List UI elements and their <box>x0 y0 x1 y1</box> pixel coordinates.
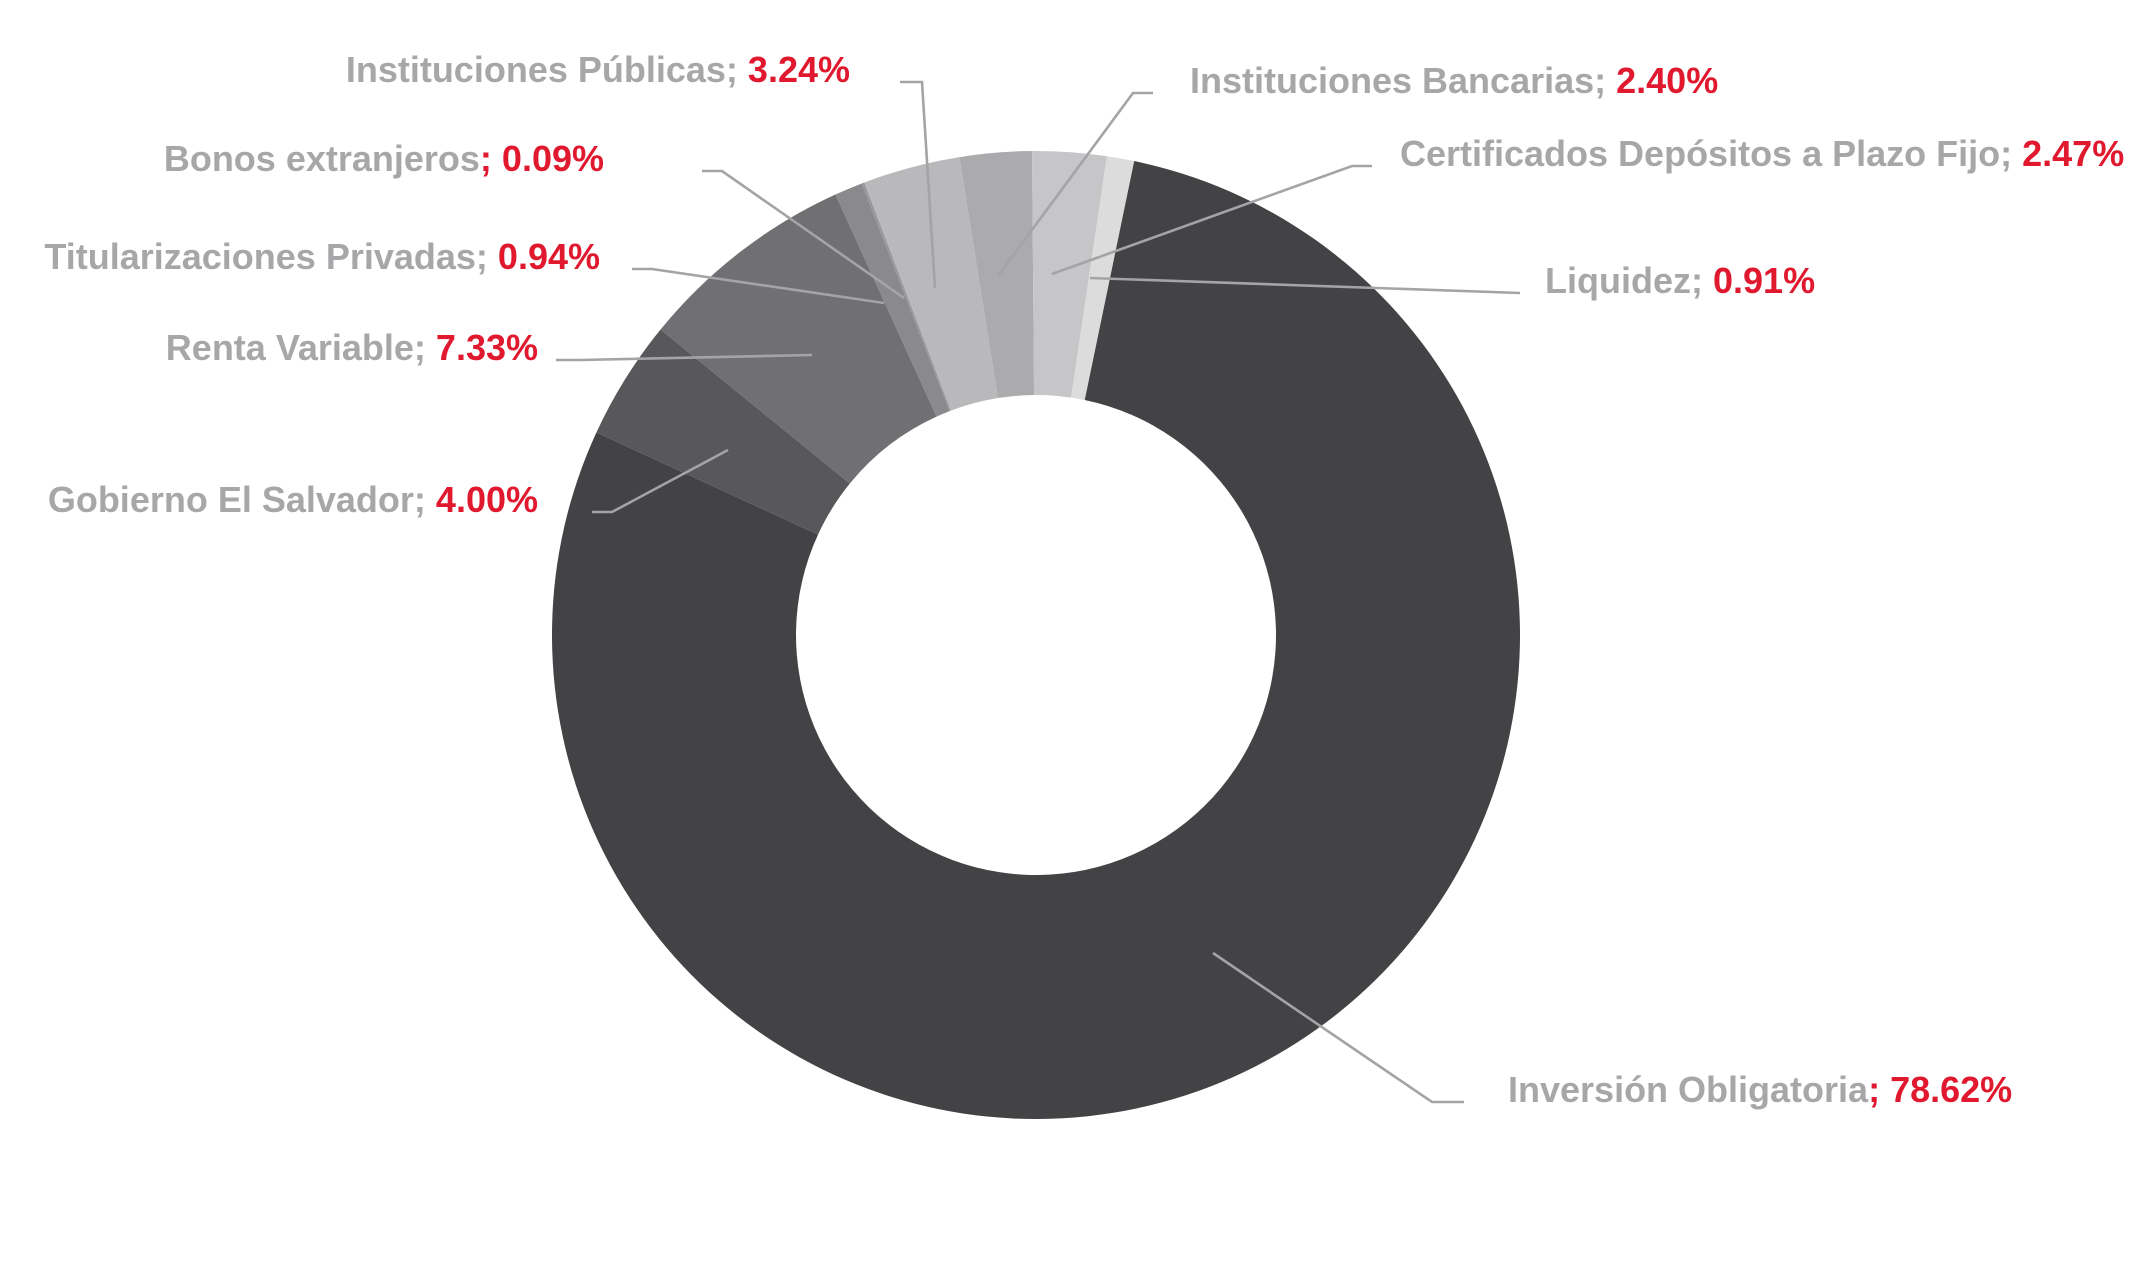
leader-line-instituciones-publicas <box>900 80 937 289</box>
leader-line-instituciones-bancarias <box>996 91 1153 277</box>
label-sep-liquidez: ; <box>1691 260 1713 301</box>
label-value-titularizaciones-privadas: 0.94% <box>498 236 600 277</box>
label-value-renta-variable: 7.33% <box>436 327 538 368</box>
slice-titularizaciones-privadas <box>835 183 950 417</box>
slice-renta-variable <box>660 194 937 484</box>
label-value-instituciones-publicas: 3.24% <box>748 49 850 90</box>
label-renta-variable: Renta Variable; 7.33% <box>166 327 538 368</box>
label-name-titularizaciones-privadas: Titularizaciones Privadas <box>44 236 476 277</box>
label-sep-bonos-extranjeros: ; <box>480 138 502 179</box>
label-titularizaciones-privadas: Titularizaciones Privadas; 0.94% <box>44 236 600 277</box>
leader-line-liquidez <box>1089 276 1521 295</box>
label-bonos-extranjeros: Bonos extranjeros; 0.09% <box>164 138 604 179</box>
label-instituciones-publicas: Instituciones Públicas; 3.24% <box>346 49 850 90</box>
donut-slices <box>551 151 1520 1119</box>
leader-line-bonos-extranjeros <box>702 169 905 300</box>
label-name-instituciones-bancarias: Instituciones Bancarias <box>1190 60 1594 101</box>
label-value-certificados-depositos: 2.47% <box>2022 133 2124 174</box>
label-value-instituciones-bancarias: 2.40% <box>1616 60 1718 101</box>
label-name-liquidez: Liquidez <box>1545 260 1691 301</box>
label-name-instituciones-publicas: Instituciones Públicas <box>346 49 726 90</box>
label-gobierno-el-salvador: Gobierno El Salvador; 4.00% <box>48 479 538 520</box>
label-name-gobierno-el-salvador: Gobierno El Salvador <box>48 479 414 520</box>
slice-bonos-extranjeros <box>861 182 951 412</box>
label-certificados-depositos: Certificados Depósitos a Plazo Fijo; 2.4… <box>1400 133 2124 174</box>
leader-line-renta-variable <box>556 353 813 362</box>
label-name-renta-variable: Renta Variable <box>166 327 414 368</box>
label-sep-inversion-obligatoria: ; <box>1868 1069 1890 1110</box>
label-name-bonos-extranjeros: Bonos extranjeros <box>164 138 480 179</box>
label-sep-instituciones-publicas: ; <box>726 49 748 90</box>
slice-gobierno-el-salvador <box>596 329 850 535</box>
label-value-inversion-obligatoria: 78.62% <box>1890 1069 2012 1110</box>
slice-instituciones-bancarias <box>959 151 1035 399</box>
slice-labels: Inversión Obligatoria; 78.62% Gobierno El… <box>44 49 2124 1110</box>
label-sep-titularizaciones-privadas: ; <box>476 236 498 277</box>
label-instituciones-bancarias: Instituciones Bancarias; 2.40% <box>1190 60 1718 101</box>
label-liquidez: Liquidez; 0.91% <box>1545 260 1815 301</box>
leader-line-titularizaciones-privadas <box>632 267 885 305</box>
label-sep-gobierno-el-salvador: ; <box>414 479 436 520</box>
slice-certificados-depositos <box>1032 151 1107 398</box>
leader-line-gobierno-el-salvador <box>592 448 729 514</box>
label-name-certificados-depositos: Certificados Depósitos a Plazo Fijo <box>1400 133 2000 174</box>
leader-line-inversion-obligatoria <box>1212 951 1464 1104</box>
slice-inversion-obligatoria <box>551 161 1520 1119</box>
leader-lines <box>556 80 1521 1104</box>
leader-line-certificados-depositos <box>1051 164 1372 276</box>
label-sep-instituciones-bancarias: ; <box>1594 60 1616 101</box>
label-sep-renta-variable: ; <box>414 327 436 368</box>
label-value-gobierno-el-salvador: 4.00% <box>436 479 538 520</box>
label-value-bonos-extranjeros: 0.09% <box>502 138 604 179</box>
slice-instituciones-publicas <box>864 157 999 411</box>
label-inversion-obligatoria: Inversión Obligatoria; 78.62% <box>1508 1069 2012 1110</box>
label-name-inversion-obligatoria: Inversión Obligatoria <box>1508 1069 1869 1110</box>
label-sep-certificados-depositos: ; <box>2000 133 2022 174</box>
label-value-liquidez: 0.91% <box>1713 260 1815 301</box>
